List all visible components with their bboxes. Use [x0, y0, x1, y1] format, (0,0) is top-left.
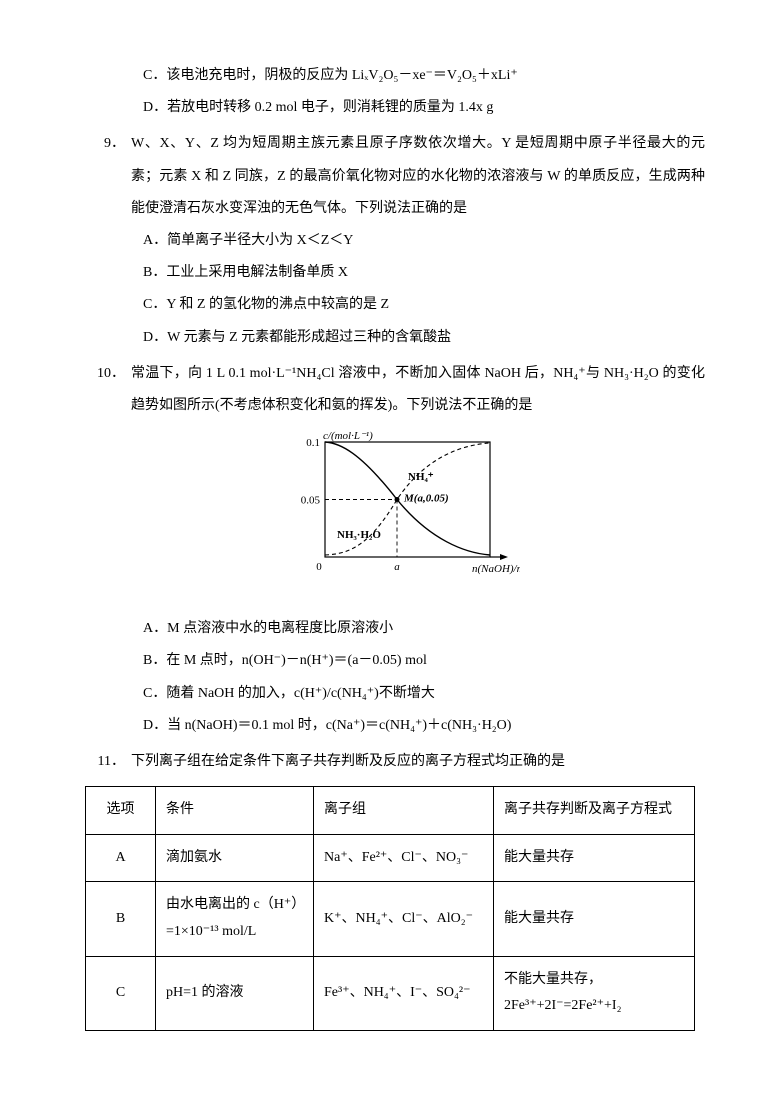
option-a: A．M 点溶液中水的电离程度比原溶液小	[119, 613, 705, 645]
svg-text:a: a	[394, 561, 400, 573]
question-9: 9． W、X、Y、Z 均为短周期主族元素且原子序数依次增大。Y 是短周期中原子半…	[95, 128, 705, 353]
table-row: B 由水电离出的 c（H⁺）=1×10⁻¹³ mol/L K⁺、NH₄⁺、Cl⁻…	[86, 882, 695, 956]
option-text: 工业上采用电解法制备单质 X	[166, 265, 348, 280]
option-c: C．该电池充电时，阴极的反应为 LiₓV₂O₅－xe⁻＝V₂O₅＋xLi⁺	[119, 60, 705, 92]
option-label: D．	[143, 330, 167, 345]
header-ions: 离子组	[314, 787, 494, 835]
option-text: 随着 NaOH 的加入，c(H⁺)/c(NH₄⁺)不断增大	[166, 686, 435, 701]
svg-text:M(a,0.05): M(a,0.05)	[403, 493, 449, 505]
chart-svg: c/(mol·L⁻¹)0.1 0.05 0 a n(NaOH)/mol NH₄⁺ NH₃·H…	[280, 430, 520, 590]
option-label: B．	[143, 265, 166, 280]
option-text: 该电池充电时，阴极的反应为 LiₓV₂O₅－xe⁻＝V₂O₅＋xLi⁺	[166, 68, 517, 83]
concentration-chart: c/(mol·L⁻¹)0.1 0.05 0 a n(NaOH)/mol NH₄⁺ NH₃·H…	[95, 430, 705, 603]
option-text: M 点溶液中水的电离程度比原溶液小	[167, 621, 393, 636]
option-label: D．	[143, 100, 167, 115]
question-number: 9．	[95, 128, 131, 225]
table-row: A 滴加氨水 Na⁺、Fe²⁺、Cl⁻、NO₃⁻ 能大量共存	[86, 834, 695, 882]
question-11: 11． 下列离子组在给定条件下离子共存判断及反应的离子方程式均正确的是 选项 条…	[95, 746, 705, 1031]
question-stem: 常温下，向 1 L 0.1 mol·L⁻¹NH₄Cl 溶液中，不断加入固体 Na…	[131, 358, 705, 422]
option-text: 若放电时转移 0.2 mol 电子，则消耗锂的质量为 1.4x g	[167, 100, 493, 115]
option-b: B．在 M 点时，n(OH⁻)－n(H⁺)＝(a－0.05) mol	[119, 645, 705, 677]
question-number: 10．	[95, 358, 131, 422]
svg-text:n(NaOH)/mol: n(NaOH)/mol	[472, 563, 520, 575]
cell-condition: pH=1 的溶液	[156, 956, 314, 1030]
header-condition: 条件	[156, 787, 314, 835]
option-text: 简单离子半径大小为 X＜Z＜Y	[167, 233, 353, 248]
option-text: 当 n(NaOH)＝0.1 mol 时，c(Na⁺)＝c(NH₄⁺)＋c(NH₃…	[167, 718, 511, 733]
svg-text:0: 0	[316, 561, 322, 573]
options-table: 选项 条件 离子组 离子共存判断及离子方程式 A 滴加氨水 Na⁺、Fe²⁺、C…	[85, 786, 695, 1031]
svg-text:NH₄⁺: NH₄⁺	[408, 471, 434, 483]
option-text: 在 M 点时，n(OH⁻)－n(H⁺)＝(a－0.05) mol	[166, 653, 427, 668]
cell-condition: 由水电离出的 c（H⁺）=1×10⁻¹³ mol/L	[156, 882, 314, 956]
cell-judgement: 能大量共存	[494, 834, 695, 882]
cell-option: A	[86, 834, 156, 882]
question-10: 10． 常温下，向 1 L 0.1 mol·L⁻¹NH₄Cl 溶液中，不断加入固…	[95, 358, 705, 742]
svg-text:0.1: 0.1	[306, 437, 320, 449]
cell-judgement: 能大量共存	[494, 882, 695, 956]
option-label: C．	[143, 686, 166, 701]
svg-text:c/(mol·L⁻¹): c/(mol·L⁻¹)	[323, 430, 373, 442]
cell-option: B	[86, 882, 156, 956]
cell-option: C	[86, 956, 156, 1030]
question-stem: W、X、Y、Z 均为短周期主族元素且原子序数依次增大。Y 是短周期中原子半径最大…	[131, 128, 705, 225]
option-d: D．若放电时转移 0.2 mol 电子，则消耗锂的质量为 1.4x g	[119, 92, 705, 124]
option-text: W 元素与 Z 元素都能形成超过三种的含氧酸盐	[167, 330, 451, 345]
option-b: B．工业上采用电解法制备单质 X	[119, 257, 705, 289]
option-a: A．简单离子半径大小为 X＜Z＜Y	[119, 225, 705, 257]
question-8-tail: C．该电池充电时，阴极的反应为 LiₓV₂O₅－xe⁻＝V₂O₅＋xLi⁺ D．…	[95, 60, 705, 124]
option-label: A．	[143, 233, 167, 248]
option-label: D．	[143, 718, 167, 733]
header-judgement: 离子共存判断及离子方程式	[494, 787, 695, 835]
option-label: B．	[143, 653, 166, 668]
table-header-row: 选项 条件 离子组 离子共存判断及离子方程式	[86, 787, 695, 835]
option-label: A．	[143, 621, 167, 636]
cell-ions: Na⁺、Fe²⁺、Cl⁻、NO₃⁻	[314, 834, 494, 882]
svg-text:NH₃·H₂O: NH₃·H₂O	[337, 529, 381, 541]
cell-ions: Fe³⁺、NH₄⁺、I⁻、SO₄²⁻	[314, 956, 494, 1030]
cell-judgement: 不能大量共存，2Fe³⁺+2I⁻=2Fe²⁺+I₂	[494, 956, 695, 1030]
svg-text:0.05: 0.05	[301, 495, 321, 507]
cell-ions: K⁺、NH₄⁺、Cl⁻、AlO₂⁻	[314, 882, 494, 956]
option-label: C．	[143, 297, 166, 312]
option-c: C．Y 和 Z 的氢化物的沸点中较高的是 Z	[119, 289, 705, 321]
question-stem: 下列离子组在给定条件下离子共存判断及反应的离子方程式均正确的是	[131, 746, 705, 778]
question-number: 11．	[95, 746, 131, 778]
option-d: D．当 n(NaOH)＝0.1 mol 时，c(Na⁺)＝c(NH₄⁺)＋c(N…	[119, 710, 705, 742]
option-label: C．	[143, 68, 166, 83]
table-row: C pH=1 的溶液 Fe³⁺、NH₄⁺、I⁻、SO₄²⁻ 不能大量共存，2Fe…	[86, 956, 695, 1030]
header-option: 选项	[86, 787, 156, 835]
cell-condition: 滴加氨水	[156, 834, 314, 882]
option-d: D．W 元素与 Z 元素都能形成超过三种的含氧酸盐	[119, 322, 705, 354]
option-text: Y 和 Z 的氢化物的沸点中较高的是 Z	[166, 297, 389, 312]
option-c: C．随着 NaOH 的加入，c(H⁺)/c(NH₄⁺)不断增大	[119, 678, 705, 710]
